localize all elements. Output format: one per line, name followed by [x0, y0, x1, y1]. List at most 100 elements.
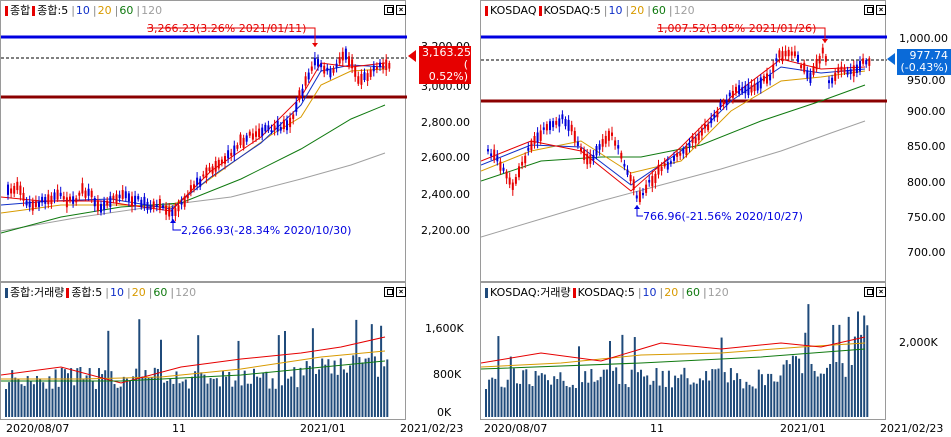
volume-bar [355, 319, 358, 417]
ma5-volume-line [481, 336, 866, 364]
candle-body [307, 72, 310, 80]
volume-bar [764, 385, 766, 417]
volume-bar [51, 388, 54, 417]
candle-body [521, 161, 524, 166]
candle-body [679, 152, 682, 156]
volume-bar [633, 337, 636, 417]
candle-body [224, 156, 226, 164]
high-annotation: 1,007.52(3.05% 2021/01/26) [657, 22, 816, 35]
candle-body [666, 161, 669, 170]
volume-bar [705, 371, 708, 417]
volume-bar [512, 368, 515, 417]
candle-body [44, 197, 47, 204]
volume-bar [804, 332, 807, 417]
candle-body [230, 152, 233, 156]
volume-bar [785, 360, 788, 417]
volume-bar [689, 384, 692, 417]
kospi-price-pane[interactable]: 종합 종합:5 | 10 | 20 | 60 | 120 × 3,266.23(3.26… [0, 0, 407, 282]
kospi-price-axis: 3,200.00 3,000.00 2,800.00 2,600.00 2,40… [407, 0, 473, 282]
minimize-icon[interactable] [864, 287, 874, 297]
volume-bar [857, 311, 859, 417]
minimize-icon[interactable] [384, 287, 394, 297]
volume-bar [383, 366, 386, 417]
volume-bar [658, 385, 661, 417]
volume-bar [156, 368, 159, 417]
volume-bar [760, 374, 763, 417]
current-price-box: 3,163.25 ( 0.52%) [419, 46, 471, 84]
volume-bar [485, 388, 487, 417]
date-tick: 11 [650, 422, 664, 435]
candle-body [183, 196, 186, 207]
candle-body [168, 207, 171, 217]
candle-body [351, 59, 354, 69]
candle-body [50, 195, 53, 204]
price-tick: 2,800.00 [421, 116, 470, 129]
date-tick: 2021/01 [780, 422, 826, 435]
candle-body [19, 185, 22, 195]
date-tick: 2021/02/23 [880, 422, 944, 435]
volume-bar [163, 382, 166, 417]
volume-bar [206, 383, 209, 417]
candle-body [127, 193, 130, 202]
volume-bar [630, 369, 633, 417]
close-icon[interactable]: × [876, 5, 886, 15]
candle-body [865, 60, 868, 65]
candle-body [273, 125, 276, 131]
volume-bar [153, 367, 156, 417]
candle-body [180, 201, 183, 205]
kospi-volume-pane[interactable]: 종합:거래량 종합:5 | 10 | 20 | 60 | 120 × [0, 282, 406, 420]
volume-bar [222, 371, 224, 417]
volume-bar [655, 368, 658, 417]
candle-body [837, 67, 840, 74]
volume-bar [215, 378, 218, 417]
volume-bar [503, 387, 506, 417]
volume-bar [386, 359, 389, 417]
volume-bar [652, 380, 655, 417]
volume-bar [590, 369, 593, 417]
low-marker-arrow [634, 205, 640, 209]
candle-body [335, 63, 338, 68]
candle-body [304, 76, 307, 86]
candle-body [62, 196, 65, 200]
close-icon[interactable]: × [396, 287, 406, 297]
candle-body [10, 188, 13, 194]
volume-bar [739, 378, 742, 417]
candle-body [338, 57, 341, 64]
volume-bar [543, 374, 546, 417]
volume-bar [135, 368, 138, 417]
volume-bar [45, 388, 48, 417]
volume-bar [104, 370, 107, 417]
kosdaq-price-pane[interactable]: KOSDAQ KOSDAQ:5 | 10 | 20 | 60 | 120 × 1,007… [480, 0, 887, 282]
volume-bar [497, 336, 500, 417]
volume-bar [88, 368, 91, 417]
volume-bar [671, 387, 673, 417]
volume-bar [107, 330, 110, 417]
volume-bar [299, 367, 302, 417]
candle-body [694, 137, 697, 144]
close-icon[interactable]: × [396, 5, 406, 15]
volume-bar [838, 324, 841, 417]
volume-bar [742, 388, 745, 417]
kosdaq-volume-pane[interactable]: KOSDAQ:거래량 KOSDAQ:5 | 10 | 20 | 60 | 120 × [480, 282, 886, 420]
volume-bar [76, 368, 79, 417]
candle-body [298, 90, 301, 100]
candle-body [660, 166, 663, 172]
volume-bar [640, 369, 642, 417]
minimize-icon[interactable] [864, 5, 874, 15]
candle-body [583, 149, 586, 160]
volume-bar [48, 376, 51, 417]
candle-body [623, 163, 626, 167]
volume-bar [782, 364, 785, 417]
high-marker-arrow [822, 39, 828, 43]
minimize-icon[interactable] [384, 5, 394, 15]
close-icon[interactable]: × [876, 287, 886, 297]
kospi-volume-legend: 종합:거래량 종합:5 | 10 | 20 | 60 | 120 [5, 287, 198, 299]
candle-body [539, 130, 542, 141]
volume-bar [816, 376, 819, 417]
date-tick: 2020/08/07 [6, 422, 70, 435]
volume-bar [661, 370, 664, 417]
volume-bar [556, 379, 559, 417]
kospi-volume-axis: 1,600K 800K 0K [407, 282, 473, 420]
candle-body [632, 179, 635, 190]
